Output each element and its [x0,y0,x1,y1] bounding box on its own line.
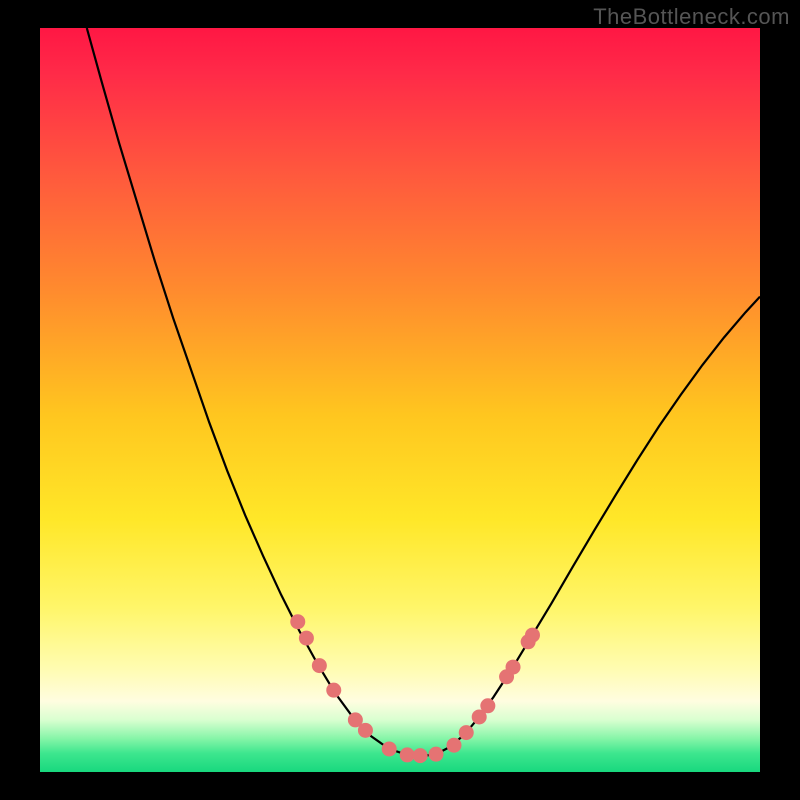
marker-point [429,747,444,762]
watermark-text: TheBottleneck.com [593,4,790,30]
marker-point [525,628,540,643]
chart-background [40,28,760,772]
marker-point [400,747,415,762]
marker-point [413,748,428,763]
marker-point [447,738,462,753]
marker-point [480,698,495,713]
marker-point [326,683,341,698]
marker-point [290,614,305,629]
bottleneck-chart [40,28,760,772]
marker-point [382,741,397,756]
marker-point [312,658,327,673]
marker-point [358,723,373,738]
marker-point [299,631,314,646]
marker-point [506,660,521,675]
marker-point [459,725,474,740]
